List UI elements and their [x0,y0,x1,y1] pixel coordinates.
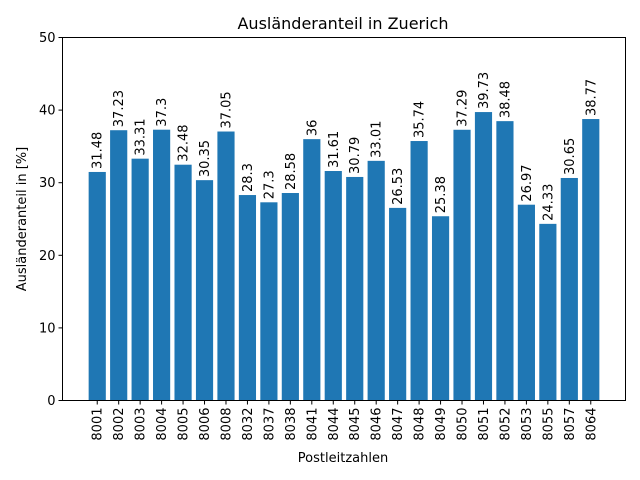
x-tick-label-8038: 8038 [284,408,299,441]
x-tick-label-8052: 8052 [498,408,513,441]
data-label-8008: 37.05 [219,91,234,128]
data-label-8002: 37.23 [112,90,127,127]
bar-8064 [582,119,600,401]
x-tick-label-8048: 8048 [413,408,428,441]
data-label-8044: 31.61 [327,131,342,168]
bar-8038 [281,193,299,401]
bar-8052 [496,121,514,401]
bar-8004 [153,129,171,401]
data-label-8047: 26.53 [391,168,406,205]
data-label-8055: 24.33 [541,184,556,221]
data-label-8053: 26.97 [520,164,535,201]
x-tick-label-8057: 8057 [563,408,578,441]
y-tick-label-20: 20 [39,249,56,264]
bar-8050 [453,129,471,401]
data-label-8004: 37.3 [155,98,170,127]
bar-8001 [88,171,106,401]
bars-group [88,112,600,401]
x-tick-label-8053: 8053 [520,408,535,441]
y-tick-label-0: 0 [47,394,55,409]
bar-8002 [110,130,128,401]
bar-8041 [303,139,321,401]
data-label-8005: 32.48 [177,124,192,161]
x-tick-label-8003: 8003 [134,408,149,441]
bar-8037 [260,202,278,401]
plot-frame [62,37,626,401]
x-tick-label-8050: 8050 [456,408,471,441]
x-tick-label-8037: 8037 [262,408,277,441]
x-axis-ticks: 8001 8002 8003 8004 8005 8006 8008 8032 8037 8038… [91,400,599,441]
data-label-8037: 27.3 [262,170,277,199]
data-label-8064: 38.77 [584,79,599,116]
data-labels-group: 31.48 37.23 33.31 37.3 32.48 30.35 37.05 28.3 27… [91,72,600,221]
x-tick-label-8005: 8005 [177,408,192,441]
bar-8005 [174,164,192,401]
bar-8032 [238,195,257,401]
bar-8048 [410,141,428,401]
x-axis-label: Postleitzahlen [298,451,388,466]
x-tick-label-8001: 8001 [91,408,106,441]
x-tick-label-8002: 8002 [112,408,127,441]
x-tick-label-8049: 8049 [434,408,449,441]
data-label-8003: 33.31 [134,118,149,155]
data-label-8050: 37.29 [456,90,471,127]
x-tick-label-8008: 8008 [219,408,234,441]
chart-title: Ausländeranteil in Zuerich [237,14,448,33]
bar-8008 [217,131,235,401]
data-label-8052: 38.48 [498,81,513,118]
data-label-8048: 35.74 [413,101,428,138]
data-label-8038: 28.58 [284,153,299,190]
bar-8055 [539,223,557,401]
data-label-8041: 36 [305,120,320,137]
bar-8047 [389,207,407,401]
x-tick-label-8044: 8044 [327,408,342,441]
y-tick-label-30: 30 [39,176,56,191]
bar-8057 [560,177,578,401]
x-tick-label-8046: 8046 [370,408,385,441]
bar-8053 [517,204,535,401]
x-tick-label-8064: 8064 [584,408,599,441]
data-label-8001: 31.48 [91,132,106,169]
bar-8051 [474,112,493,401]
bar-8049 [431,216,450,401]
y-axis-ticks: 0 10 20 30 40 50 [39,31,63,409]
y-tick-label-50: 50 [39,31,56,46]
x-tick-label-8006: 8006 [198,408,213,441]
y-tick-label-40: 40 [39,104,56,119]
x-tick-label-8055: 8055 [541,408,556,441]
data-label-8032: 28.3 [241,163,256,192]
x-tick-label-8041: 8041 [305,408,320,441]
bar-8044 [324,171,342,401]
x-tick-label-8045: 8045 [348,408,363,441]
data-label-8046: 33.01 [370,121,385,158]
x-tick-label-8047: 8047 [391,408,406,441]
data-label-8057: 30.65 [563,138,578,175]
bar-8045 [346,176,364,401]
data-label-8006: 30.35 [198,140,213,177]
y-axis-label: Ausländeranteil in [%] [15,147,30,291]
x-tick-label-8032: 8032 [241,408,256,441]
data-label-8051: 39.73 [477,72,492,109]
bar-8046 [367,160,385,401]
bar-8003 [131,158,149,401]
x-tick-label-8051: 8051 [477,408,492,441]
x-tick-label-8004: 8004 [155,408,170,441]
data-label-8049: 25.38 [434,176,449,213]
y-tick-label-10: 10 [39,321,56,336]
bar-8006 [195,180,214,401]
data-label-8045: 30.79 [348,137,363,174]
